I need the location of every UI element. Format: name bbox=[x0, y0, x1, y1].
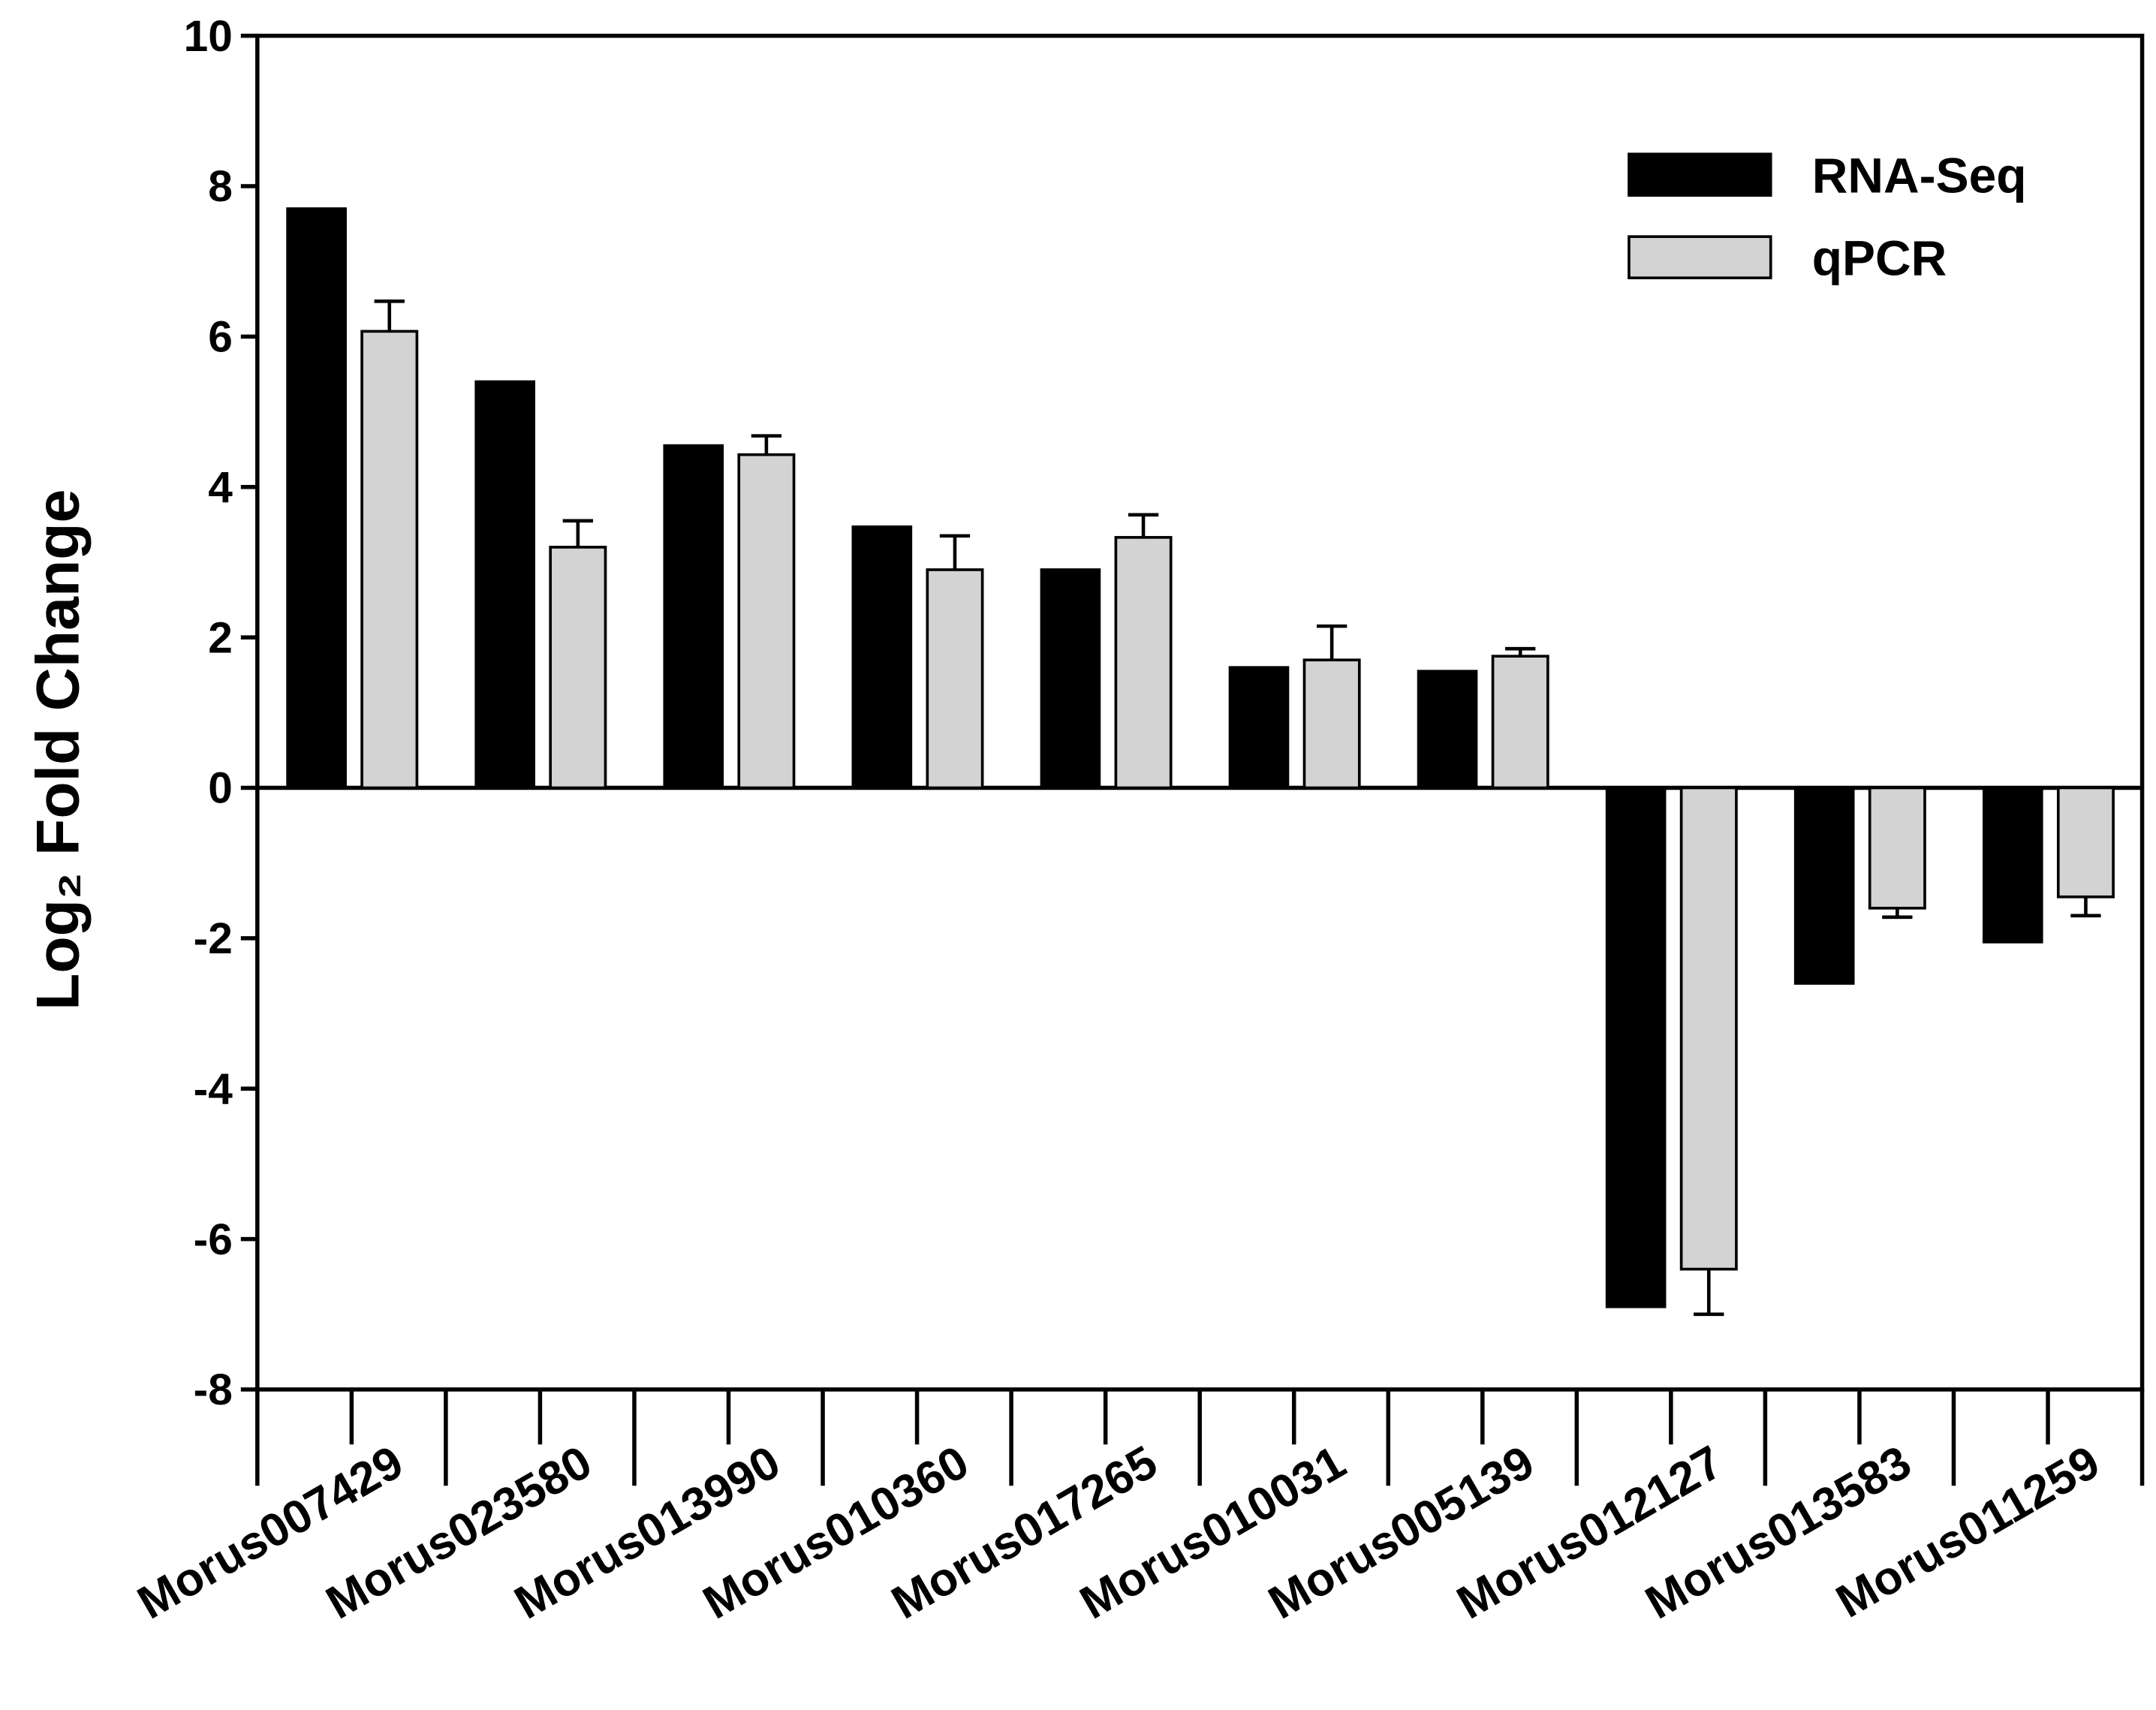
bar bbox=[1114, 536, 1173, 790]
y-tick-label: 10 bbox=[184, 12, 233, 61]
legend-swatch bbox=[1628, 235, 1772, 280]
bar bbox=[1982, 786, 2043, 944]
error-bar bbox=[1316, 624, 1348, 661]
error-bar bbox=[751, 434, 782, 455]
y-tick-label: 2 bbox=[208, 613, 233, 662]
bar bbox=[1793, 786, 1855, 985]
bar bbox=[1228, 666, 1290, 790]
bar bbox=[1040, 568, 1101, 790]
bar bbox=[474, 380, 536, 790]
error-bar bbox=[1694, 1269, 1724, 1317]
bar bbox=[1868, 786, 1926, 910]
bar bbox=[1302, 658, 1361, 790]
legend-swatch bbox=[1628, 152, 1772, 197]
bar bbox=[286, 207, 347, 790]
error-bar bbox=[2070, 896, 2101, 918]
y-tick-label: -8 bbox=[194, 1365, 233, 1414]
bar bbox=[851, 525, 913, 790]
error-bar bbox=[374, 300, 405, 332]
y-tick-label: -4 bbox=[194, 1064, 233, 1113]
bar bbox=[926, 568, 984, 790]
error-bar bbox=[1882, 908, 1913, 920]
y-tick-label: 0 bbox=[208, 764, 233, 813]
bar bbox=[737, 453, 796, 790]
y-tick-label: 8 bbox=[208, 162, 233, 211]
bar bbox=[1679, 786, 1738, 1271]
error-bar bbox=[939, 534, 971, 570]
legend-label: qPCR bbox=[1812, 230, 1947, 286]
bar bbox=[1605, 786, 1667, 1308]
bar bbox=[2056, 786, 2115, 899]
bar bbox=[360, 330, 419, 790]
y-tick-label: -2 bbox=[194, 914, 233, 963]
bar bbox=[1417, 670, 1478, 790]
y-tick-label: 4 bbox=[208, 463, 233, 512]
legend-label: RNA-Seq bbox=[1812, 148, 2027, 203]
y-axis-label: Log₂ Fold Change bbox=[25, 489, 92, 1010]
bar bbox=[663, 444, 724, 790]
bar bbox=[1491, 655, 1549, 790]
error-bar bbox=[562, 519, 593, 547]
error-bar bbox=[1128, 513, 1159, 537]
y-tick-label: 6 bbox=[208, 313, 233, 362]
y-tick-label: -6 bbox=[194, 1215, 233, 1264]
bar bbox=[549, 546, 607, 790]
